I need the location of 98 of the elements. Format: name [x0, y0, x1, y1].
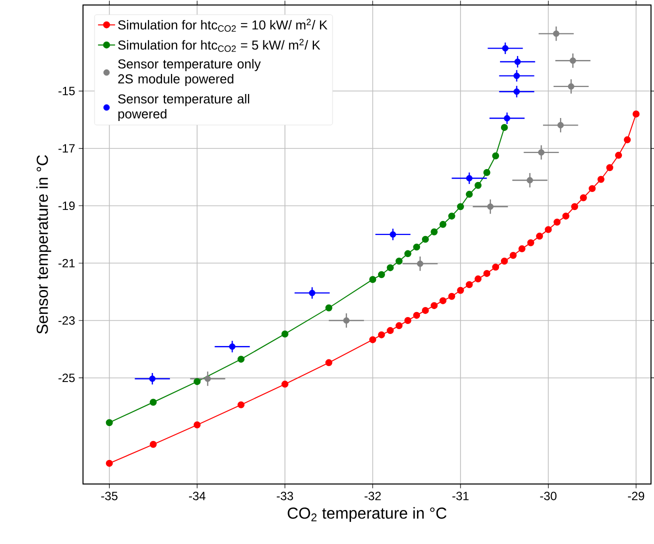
point: [466, 190, 473, 198]
point: [378, 271, 385, 278]
point: [238, 401, 245, 408]
point: [536, 232, 544, 240]
legend-label: Simulation for htc$_{CO2}$ = 5 kW/ m$^{2}$/ K: [118, 38, 320, 52]
y-tick-label: -15: [58, 86, 75, 96]
y-tick-label: -25: [58, 374, 75, 382]
point: [538, 149, 544, 156]
point: [527, 239, 534, 246]
x-tick-label: -35: [101, 492, 118, 500]
point: [510, 252, 517, 259]
point: [500, 258, 508, 265]
point: [396, 322, 403, 330]
point: [204, 376, 211, 382]
legend-label: Simulation for htc$_{CO2}$ = 10 kW/ m$^{2}$/ K: [118, 18, 328, 32]
point: [413, 312, 420, 319]
point: [281, 330, 288, 338]
point: [416, 260, 424, 267]
y-axis-title: Sensor temperature in °C: [36, 155, 52, 334]
point: [557, 122, 564, 128]
point: [632, 110, 640, 118]
x-axis-title: CO$_{2}$ temperature in °C: [288, 507, 446, 522]
point: [514, 58, 521, 65]
point: [150, 398, 157, 406]
point: [378, 331, 385, 338]
point: [492, 152, 500, 160]
x-tick-label: -33: [276, 492, 294, 500]
y-tick-label: -23: [58, 316, 75, 325]
point: [504, 115, 510, 122]
y-tick-label: -19: [58, 202, 75, 210]
point: [615, 152, 622, 159]
point: [439, 297, 446, 304]
point: [474, 182, 482, 189]
point: [149, 376, 156, 382]
x-tick-label: -29: [628, 492, 644, 500]
point: [229, 343, 236, 350]
point: [518, 245, 526, 252]
point: [430, 302, 438, 310]
point: [568, 83, 574, 90]
point: [404, 250, 412, 258]
point: [404, 317, 412, 324]
point: [553, 30, 560, 37]
point: [386, 327, 394, 334]
point: [448, 292, 456, 300]
point: [483, 270, 490, 277]
point: [544, 226, 552, 234]
point: [526, 177, 534, 184]
point: [606, 164, 614, 172]
y-tick-label: -17: [58, 144, 75, 153]
point: [500, 124, 508, 131]
point: [238, 356, 245, 363]
point: [308, 290, 316, 296]
point: [369, 336, 376, 344]
point: [457, 203, 464, 210]
legend-label: Sensor temperature all powered: [118, 94, 250, 122]
point: [624, 136, 631, 144]
point: [386, 264, 394, 272]
x-tick-label: -30: [540, 492, 556, 500]
point: [325, 304, 332, 312]
point: [571, 203, 578, 210]
point: [106, 460, 113, 467]
point: [106, 419, 113, 426]
point: [448, 212, 456, 220]
x-tick-label: -32: [364, 492, 381, 500]
legend-label: Sensor temperature only 2S module powered: [118, 59, 261, 86]
point: [343, 317, 350, 324]
point: [422, 306, 429, 314]
point: [439, 220, 446, 228]
y-tick-label: -21: [58, 258, 75, 268]
point: [514, 72, 520, 80]
point: [422, 236, 429, 243]
point: [514, 88, 520, 95]
point: [457, 286, 464, 294]
point: [562, 212, 570, 220]
point: [588, 185, 596, 192]
point: [474, 275, 482, 282]
point: [483, 169, 490, 176]
point: [194, 378, 201, 386]
point: [396, 258, 403, 265]
point: [390, 231, 396, 238]
point: [194, 421, 201, 428]
x-tick-label: -34: [189, 492, 206, 500]
point: [150, 440, 157, 448]
point: [580, 194, 587, 202]
point: [413, 244, 420, 251]
point: [430, 228, 438, 236]
x-tick-label: -31: [452, 492, 469, 500]
point: [325, 359, 332, 366]
point: [281, 380, 288, 388]
point: [570, 57, 576, 64]
point: [487, 203, 494, 210]
point: [466, 175, 472, 182]
point: [466, 281, 473, 288]
point: [492, 264, 500, 271]
point: [369, 276, 376, 283]
point: [554, 218, 561, 226]
point: [597, 176, 604, 183]
point: [502, 45, 508, 52]
